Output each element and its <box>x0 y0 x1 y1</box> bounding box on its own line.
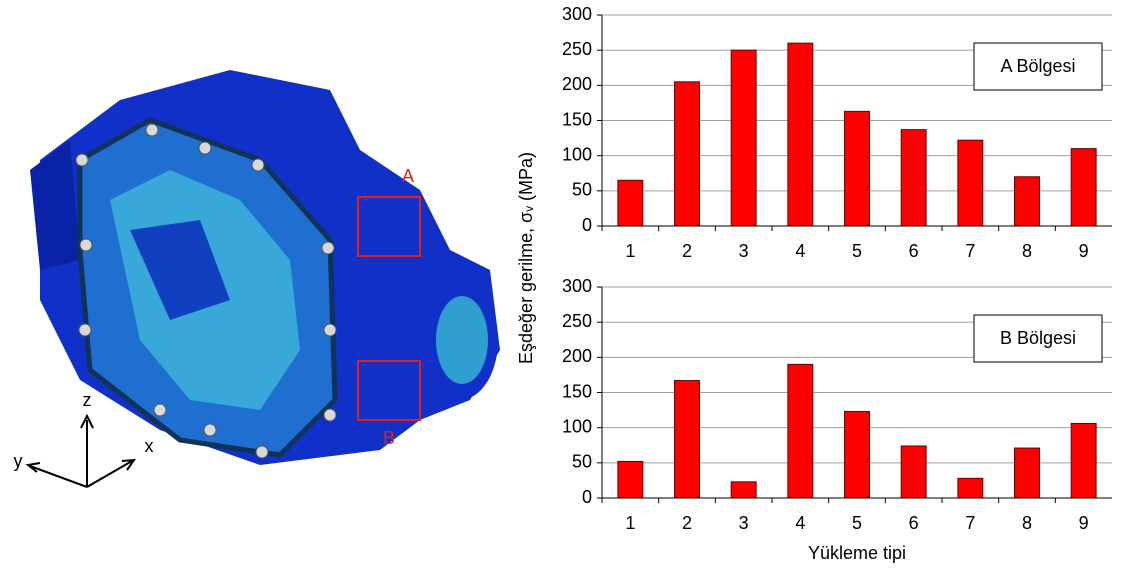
bar <box>1015 448 1040 498</box>
x-tick-label: 9 <box>1079 513 1089 533</box>
coordinate-axes <box>28 416 134 487</box>
y-tick-label: 0 <box>582 487 592 507</box>
x-tick-label: 8 <box>1022 241 1032 261</box>
bar <box>901 446 926 498</box>
y-tick-label: 150 <box>562 381 592 401</box>
axis-label: y <box>14 451 23 471</box>
x-tick-label: 7 <box>965 241 975 261</box>
x-tick-label: 4 <box>795 513 805 533</box>
bar <box>1071 423 1096 498</box>
bar <box>1015 177 1040 226</box>
bar <box>958 140 983 226</box>
y-tick-label: 0 <box>582 215 592 235</box>
figure: A B z y x 050100150200250300123456789A B… <box>0 0 1123 574</box>
bar <box>675 381 700 498</box>
bar <box>845 411 870 498</box>
bar <box>788 43 813 226</box>
x-tick-label: 6 <box>909 241 919 261</box>
bar <box>618 180 643 226</box>
bar <box>901 130 926 226</box>
bar <box>731 482 756 498</box>
y-tick-label: 50 <box>572 452 592 472</box>
bar <box>731 50 756 226</box>
y-tick-label: 300 <box>562 276 592 296</box>
region-label: B <box>383 428 395 448</box>
x-tick-label: 2 <box>682 241 692 261</box>
x-tick-label: 5 <box>852 241 862 261</box>
x-tick-label: 1 <box>625 513 635 533</box>
x-tick-label: 3 <box>739 513 749 533</box>
region-label: A <box>402 166 414 186</box>
x-tick-label: 5 <box>852 513 862 533</box>
fea-model <box>30 70 500 465</box>
y-tick-label: 250 <box>562 39 592 59</box>
x-tick-label: 9 <box>1079 241 1089 261</box>
axis-label: z <box>83 390 92 410</box>
legend-label: A Bölgesi <box>1000 56 1075 76</box>
y-tick-label: 100 <box>562 416 592 436</box>
x-tick-label: 8 <box>1022 513 1032 533</box>
x-tick-label: 2 <box>682 513 692 533</box>
bar <box>1071 149 1096 226</box>
y-tick-label: 200 <box>562 74 592 94</box>
y-tick-label: 150 <box>562 109 592 129</box>
bar <box>788 364 813 498</box>
x-tick-label: 3 <box>739 241 749 261</box>
bar <box>845 111 870 226</box>
legend-label: B Bölgesi <box>1000 328 1076 348</box>
y-tick-label: 50 <box>572 180 592 200</box>
x-tick-label: 7 <box>965 513 975 533</box>
bar <box>618 461 643 498</box>
y-tick-label: 250 <box>562 311 592 331</box>
x-tick-label: 1 <box>625 241 635 261</box>
x-axis-label: Yükleme tipi <box>808 543 906 563</box>
x-tick-label: 4 <box>795 241 805 261</box>
y-axis-label: Eşdeğer gerilme, σᵥ (MPa) <box>516 152 536 364</box>
axis-label: x <box>145 436 154 456</box>
y-tick-label: 300 <box>562 4 592 24</box>
y-tick-label: 200 <box>562 346 592 366</box>
x-tick-label: 6 <box>909 513 919 533</box>
bar <box>675 82 700 226</box>
bar <box>958 478 983 498</box>
y-tick-label: 100 <box>562 144 592 164</box>
